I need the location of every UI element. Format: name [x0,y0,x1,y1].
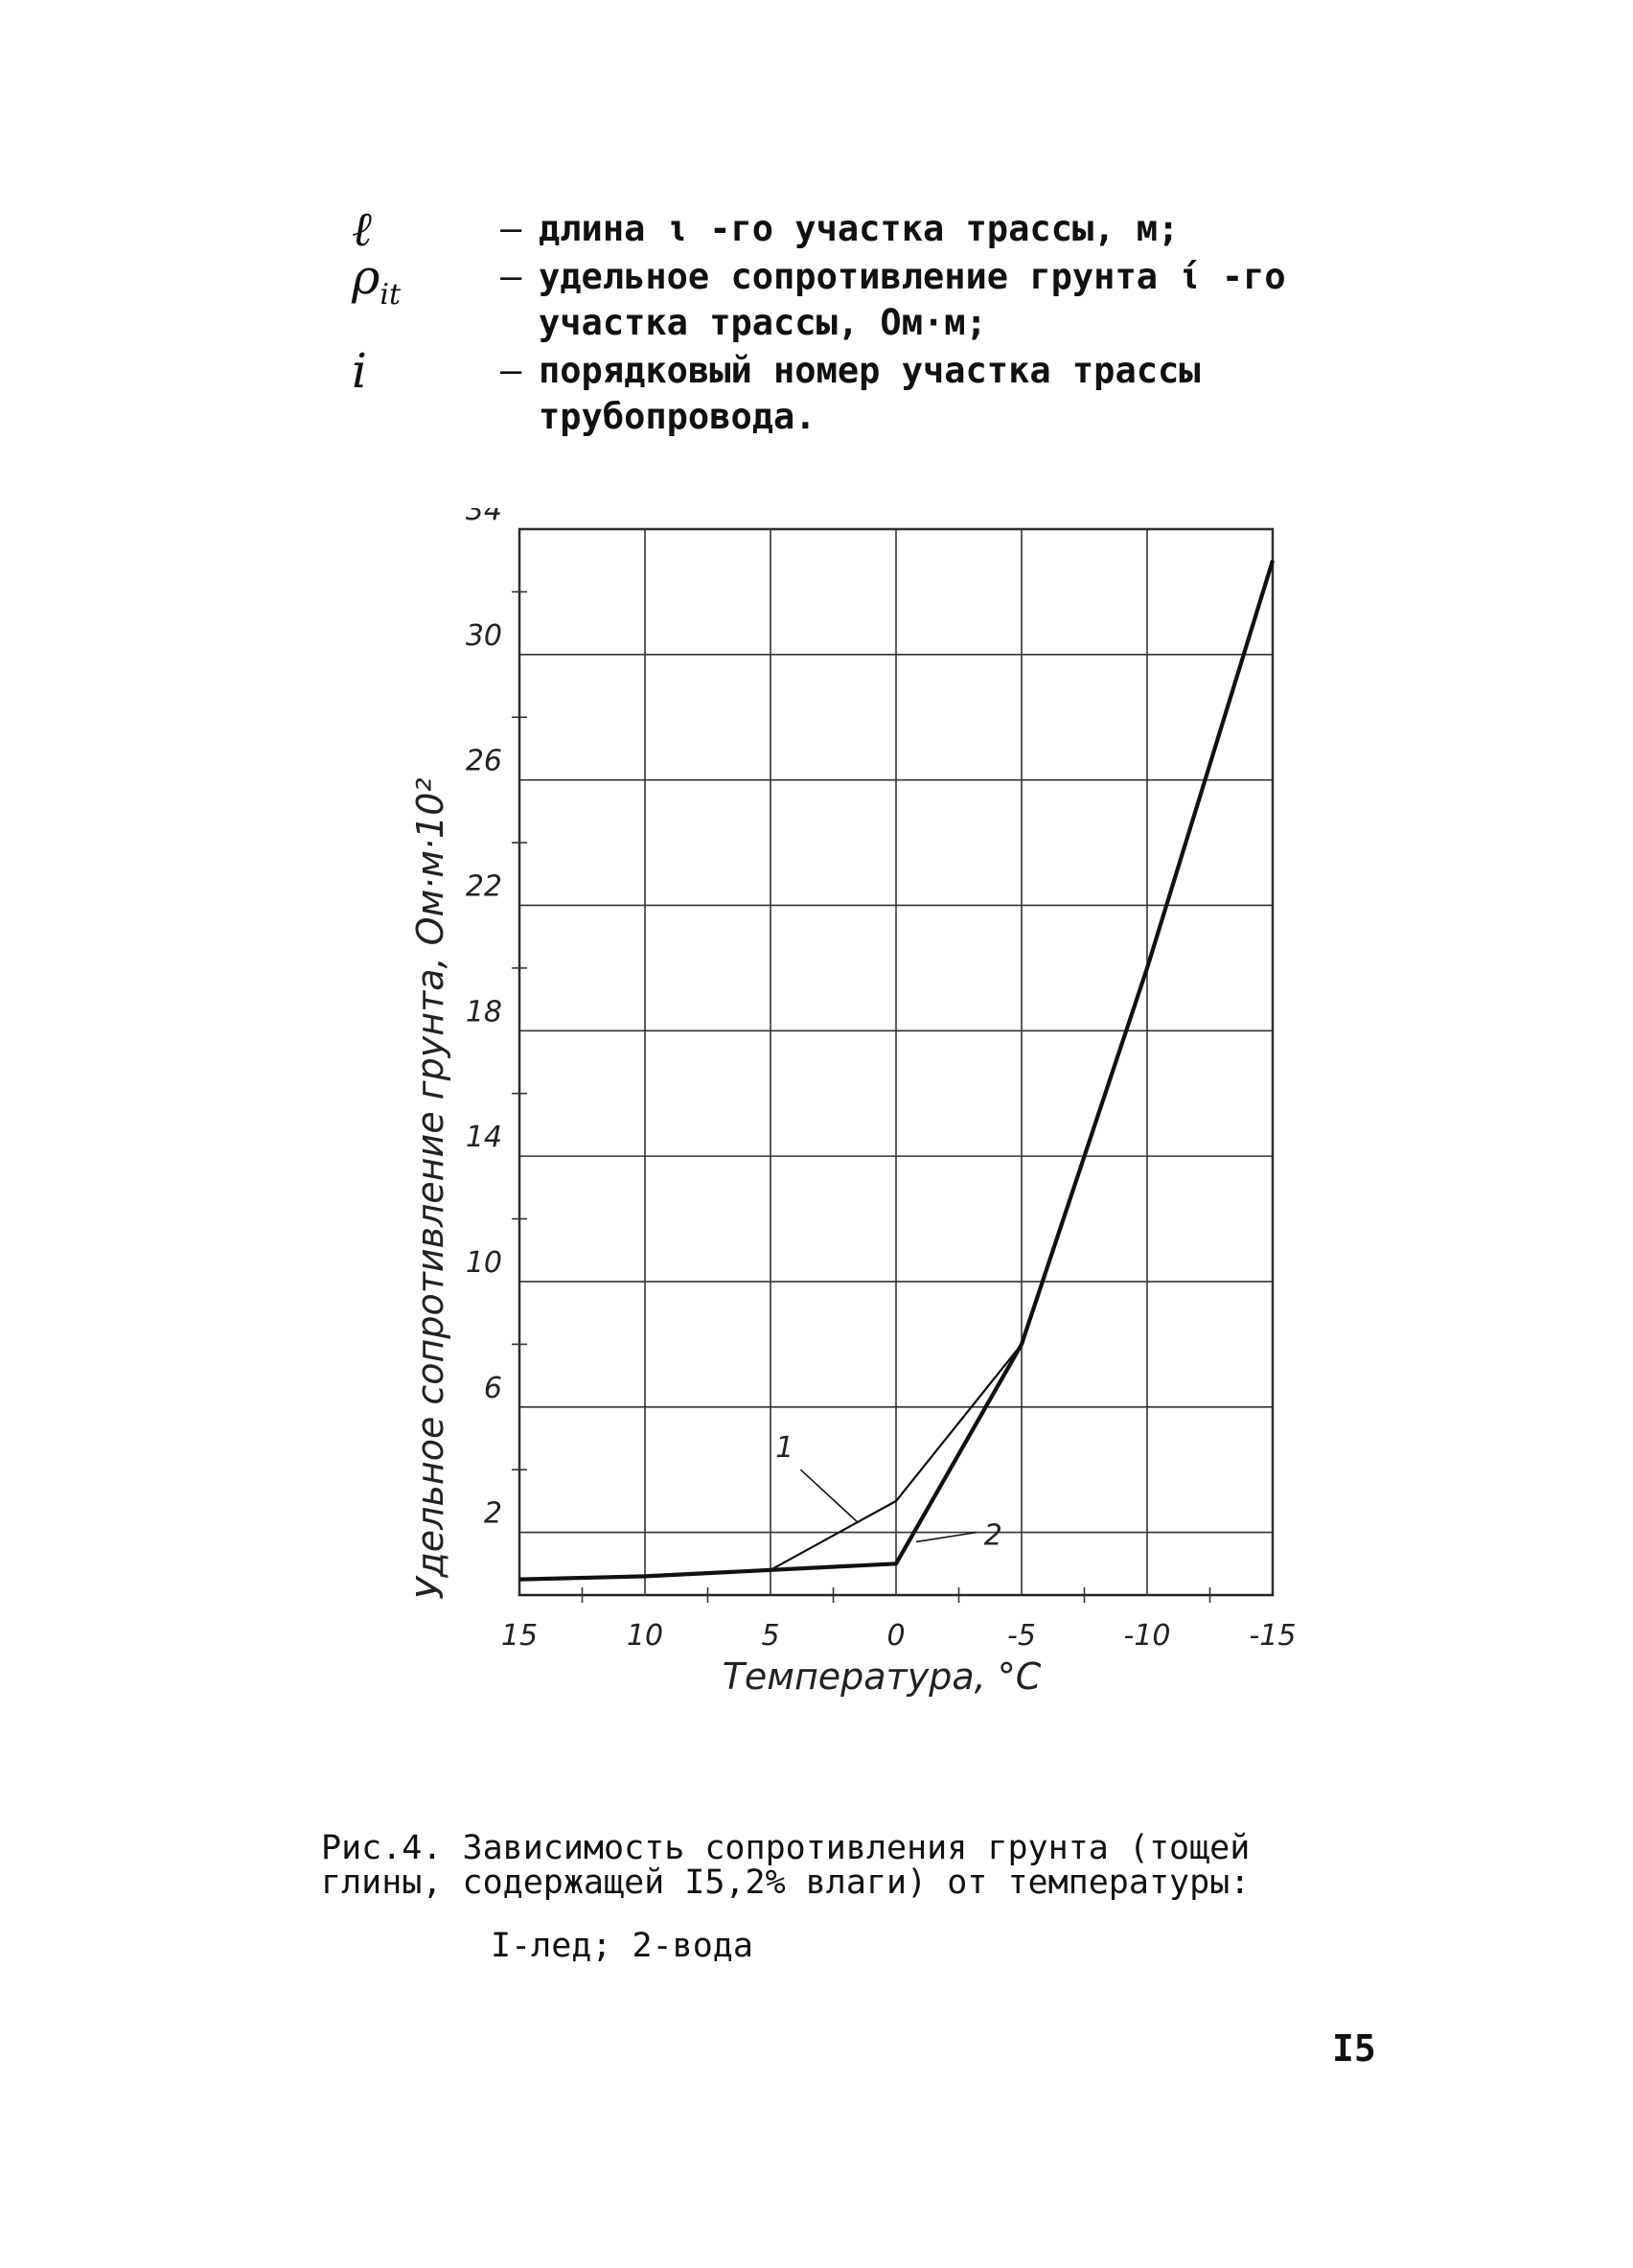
x-axis-title: Температура, °С [723,1655,1042,1698]
chart-ticks [512,590,1211,1603]
definition-index-text: порядковый номер участка трассы трубопро… [539,350,1201,437]
definition-length: ℓ – длина ι -го участка трассы, м; [340,201,1442,257]
y-tick-label: 30 [466,619,502,653]
y-tick-label: 26 [466,745,502,778]
series-line-2 [518,560,1276,1582]
y-tick-label: 10 [466,1246,502,1280]
chart-grid [518,527,1275,1597]
definition-resistivity-text: удельное сопротивление грунта ί -го учас… [539,256,1286,343]
series-label-1: 1 [775,1431,794,1465]
symbol-index: i [352,343,367,399]
y-tick-label: 2 [484,1497,502,1531]
x-tick-label: -15 [1250,1619,1297,1653]
series-label-leader-2 [915,1531,977,1543]
x-tick-label: -10 [1124,1619,1171,1653]
definition-resistivity: ρit – удельное сопротивление грунта ί -г… [340,249,1442,346]
page-number: I5 [1332,2027,1376,2070]
definition-length-text: длина ι -го участка трассы, м; [539,208,1180,249]
y-axis-title: Удельное сопротивление грунта, Ом·м·10² [409,777,451,1599]
resistivity-chart: 15 10 5 0 -5 -10 -15 2 6 10 14 18 22 26 30 34 1 2 Удельно… [402,508,1322,1725]
x-tick-label: 15 [501,1619,538,1653]
chart-series [518,560,1276,1582]
definitions-list: ℓ – длина ι -го участка трассы, м; ρit –… [340,201,1442,442]
figure-caption-legend: I-лед; 2-вода [491,1927,753,1965]
y-tick-label: 18 [466,995,502,1029]
x-tick-label: 10 [627,1619,663,1653]
y-tick-label: 14 [466,1121,502,1154]
figure-caption: Рис.4. Зависимость сопротивления грунта … [321,1829,1251,1902]
x-tick-label: -5 [1007,1619,1036,1653]
definition-index: i – порядковый номер участка трассы труб… [340,343,1442,440]
x-tick-label: 0 [886,1619,905,1653]
symbol-length: ℓ [352,201,372,257]
y-tick-label: 6 [484,1372,502,1405]
y-tick-label: 34 [466,508,502,527]
y-tick-label: 22 [466,869,502,903]
series-label-leader-1 [799,1469,860,1524]
series-label-2: 2 [984,1519,1002,1553]
x-tick-label: 5 [761,1619,779,1653]
symbol-resistivity: ρit [352,249,402,312]
